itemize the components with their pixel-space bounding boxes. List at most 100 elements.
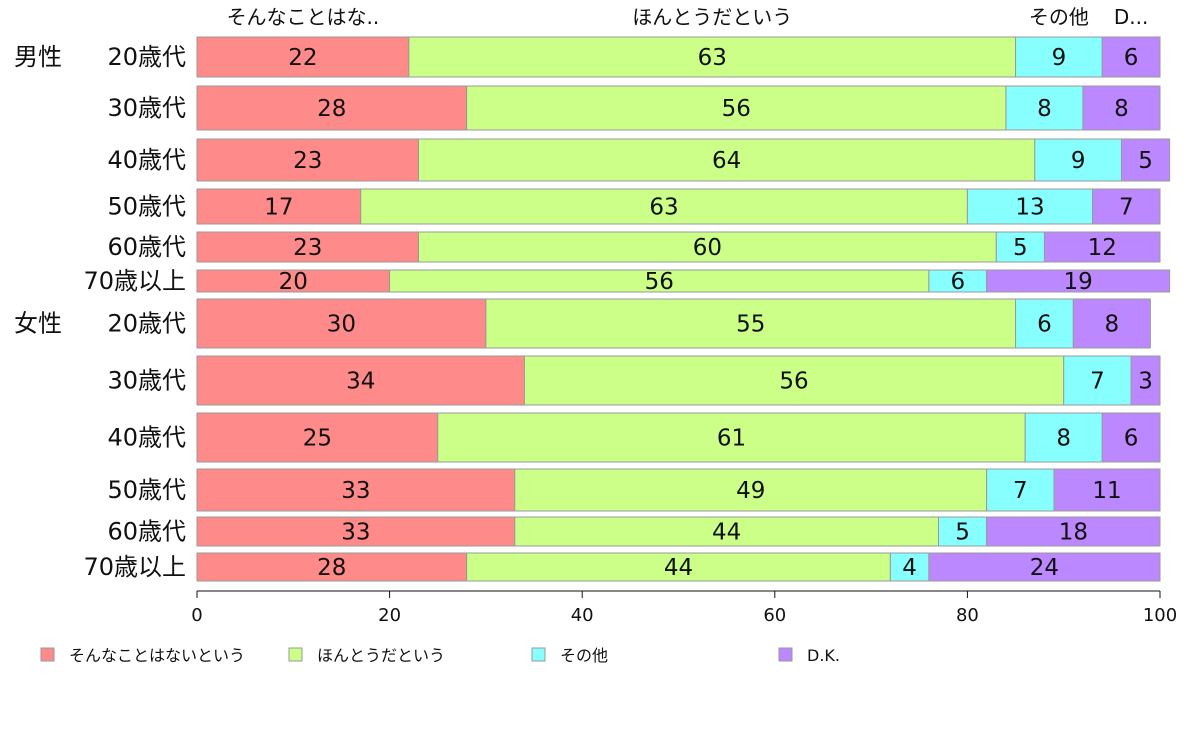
legend-label: そんなことはないという bbox=[69, 646, 245, 665]
top-label-1: そんなことはな.. bbox=[227, 5, 380, 29]
data-label: 19 bbox=[1064, 269, 1093, 295]
x-tick-label: 20 bbox=[378, 605, 401, 626]
data-label: 56 bbox=[779, 369, 808, 395]
row-labels: 20歳代 30歳代 40歳代 50歳代 60歳代 70歳以上 20歳代 30歳代 40歳代 50歳… bbox=[14, 43, 186, 581]
data-label: 44 bbox=[664, 555, 693, 581]
top-category-labels: そんなことはな.. ほんとうだという その他 D... bbox=[227, 5, 1149, 29]
bar-segment bbox=[1005, 85, 1084, 131]
bar-segment bbox=[196, 516, 516, 547]
top-label-3: その他 bbox=[1029, 5, 1089, 29]
data-label: 56 bbox=[722, 96, 751, 122]
bar-segment bbox=[196, 138, 419, 182]
data-label: 18 bbox=[1059, 520, 1088, 546]
data-label: 25 bbox=[303, 426, 332, 452]
bar-segment bbox=[417, 231, 997, 263]
data-label: 4 bbox=[902, 555, 917, 581]
legend-label: その他 bbox=[560, 646, 608, 665]
data-label: 5 bbox=[955, 520, 970, 546]
data-label: 13 bbox=[1015, 195, 1044, 221]
bar-segment bbox=[523, 355, 1065, 406]
data-label: 7 bbox=[1119, 195, 1134, 221]
x-axis: 0 20 40 60 80 100 bbox=[191, 590, 1177, 626]
data-label: 12 bbox=[1088, 235, 1117, 261]
data-label: 28 bbox=[317, 555, 346, 581]
bar-segment bbox=[196, 85, 468, 131]
data-label: 8 bbox=[1056, 426, 1071, 452]
bar-segment bbox=[986, 468, 1055, 512]
data-label: 60 bbox=[693, 235, 722, 261]
row-label: 60歳代 bbox=[107, 518, 186, 546]
bar-segment bbox=[1101, 412, 1161, 463]
data-label: 34 bbox=[346, 369, 375, 395]
bar-segment bbox=[1120, 138, 1171, 182]
data-label: 22 bbox=[288, 45, 317, 71]
data-label: 33 bbox=[341, 520, 370, 546]
data-label: 7 bbox=[1090, 369, 1105, 395]
bar-segment bbox=[466, 552, 891, 582]
data-label: 17 bbox=[264, 195, 293, 221]
data-label: 3 bbox=[1138, 369, 1153, 395]
data-label: 9 bbox=[1052, 45, 1067, 71]
bar-segment bbox=[196, 188, 362, 225]
data-label: 6 bbox=[1124, 426, 1139, 452]
legend-swatch bbox=[40, 647, 55, 662]
bar-segment bbox=[196, 468, 516, 512]
data-label: 6 bbox=[1124, 45, 1139, 71]
data-label: 9 bbox=[1071, 148, 1086, 174]
data-label: 49 bbox=[736, 478, 765, 504]
row-label: 50歳代 bbox=[107, 476, 186, 504]
x-tick-label: 0 bbox=[191, 605, 202, 626]
data-label: 6 bbox=[1037, 312, 1052, 338]
data-label: 64 bbox=[712, 148, 741, 174]
data-label: 7 bbox=[1013, 478, 1028, 504]
x-tick-label: 60 bbox=[763, 605, 786, 626]
data-label: 8 bbox=[1105, 312, 1120, 338]
data-label: 23 bbox=[293, 148, 322, 174]
row-label: 30歳代 bbox=[107, 94, 186, 122]
x-tick-label: 40 bbox=[571, 605, 594, 626]
data-label: 24 bbox=[1030, 555, 1059, 581]
legend-label: D.K. bbox=[807, 646, 840, 665]
data-label: 56 bbox=[645, 269, 674, 295]
row-label: 30歳代 bbox=[107, 367, 186, 395]
data-label: 61 bbox=[717, 426, 746, 452]
row-label: 70歳以上 bbox=[83, 553, 186, 581]
bar-segment bbox=[437, 412, 1026, 463]
legend-swatch bbox=[778, 647, 793, 662]
bar-segment bbox=[514, 516, 940, 547]
bar-segment bbox=[196, 552, 468, 582]
bar-segment bbox=[1101, 36, 1161, 78]
bar-segment bbox=[360, 188, 968, 225]
x-tick-label: 100 bbox=[1143, 605, 1177, 626]
data-label: 63 bbox=[649, 195, 678, 221]
row-label: 50歳代 bbox=[107, 193, 186, 221]
bar-segment bbox=[1015, 36, 1103, 78]
bar-segment bbox=[928, 552, 1161, 582]
bar-segment bbox=[1092, 188, 1161, 225]
row-label: 40歳代 bbox=[107, 424, 186, 452]
bar-segment bbox=[1130, 355, 1161, 406]
bar-segment bbox=[986, 269, 1171, 293]
bar-segment bbox=[1024, 412, 1103, 463]
row-label: 40歳代 bbox=[107, 146, 186, 174]
bar-segment bbox=[196, 36, 410, 78]
data-label: 8 bbox=[1114, 96, 1129, 122]
data-label: 55 bbox=[736, 312, 765, 338]
x-tick-label: 80 bbox=[956, 605, 979, 626]
data-label: 33 bbox=[341, 478, 370, 504]
legend-swatch bbox=[288, 647, 303, 662]
legend: そんなことはないという ほんとうだという その他 D.K. bbox=[40, 646, 840, 665]
bar-segment bbox=[986, 516, 1161, 547]
bar-segment bbox=[485, 298, 1017, 349]
bar-segment bbox=[196, 298, 487, 349]
data-label: 30 bbox=[327, 312, 356, 338]
bar-segment bbox=[1082, 85, 1161, 131]
group-label: 男性 bbox=[14, 43, 62, 71]
data-label: 28 bbox=[317, 96, 346, 122]
data-label: 63 bbox=[698, 45, 727, 71]
top-label-2: ほんとうだという bbox=[632, 5, 792, 29]
bar-segment bbox=[1063, 355, 1132, 406]
row-label: 20歳代 bbox=[107, 43, 186, 71]
